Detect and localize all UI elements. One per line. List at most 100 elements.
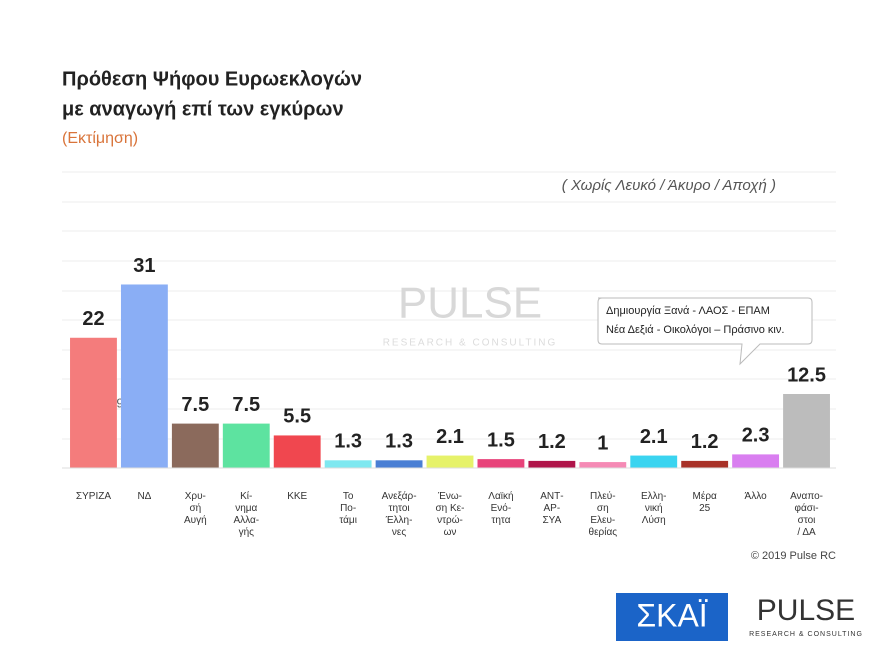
x-tick-label: Άλλο [745,491,768,502]
value-label: 22 [82,308,104,330]
x-tick-line: Λαϊκή [488,490,513,502]
bar [70,337,117,468]
logo: ΣΚΑΪ [636,597,707,633]
x-tick-line: Άλλο [745,491,768,502]
x-tick-line: ση [597,503,609,514]
bar [375,460,423,468]
x-tick-line: σή [189,502,201,514]
x-tick-line: ΣΥΡΙΖΑ [76,491,111,502]
value-label: 1.3 [334,431,362,453]
x-tick-label: Μέρα 25 [693,490,717,514]
bar [579,462,627,468]
bar [324,460,372,468]
x-tick-line: ΚΚΕ [287,491,307,502]
x-tick-line: στοι [798,515,816,526]
value-label: 7.5 [181,394,209,416]
x-tick-line: Ένω- [437,491,462,502]
x-tick-line: νες [392,527,406,538]
bar [528,460,576,468]
value-label: 12.5 [787,364,826,386]
bar [120,284,168,468]
callout-text: Δημιουργία Ξανά - ΛΑΟΣ - ΕΠΑΜ [606,305,770,317]
x-tick-label: Κί-νημα Αλλα-γής [233,490,259,538]
bar [783,394,830,468]
value-label: 2.1 [640,426,668,448]
bar [681,460,729,468]
x-tick-line: Έλλη- [385,515,413,526]
watermark: PULSE [398,279,542,328]
x-tick-label: Αναπο-φάσι-στοι / ΔΑ [790,491,823,538]
x-tick-label: Το Πο-τάμι [339,491,357,526]
value-label: 1 [597,432,608,454]
x-tick-line: ΑΝΤ- [540,491,563,502]
x-tick-line: γής [239,526,255,538]
x-tick-line: νημα [235,503,257,514]
x-tick-line: Χρυ- [185,491,206,502]
x-tick-label: ΝΔ [137,491,151,502]
bar [273,435,321,468]
x-tick-line: 25 [699,503,711,514]
x-tick-label: Ένω-ση Κε-ντρώ-ων [436,491,465,538]
x-tick-line: Λύση [642,514,666,526]
note: ( Χωρίς Λευκό / Άκυρο / Αποχή ) [562,177,776,194]
x-tick-line: Πλεύ- [590,490,615,502]
logo: PULSE [757,594,855,627]
x-tick-line: νική [645,502,663,514]
bar [222,423,270,468]
value-label: 1.3 [385,431,413,453]
logo-bg [616,593,728,641]
x-tick-line: ων [444,527,457,538]
chart-subtitle: (Εκτίμηση) [62,130,138,147]
x-tick-line: τάμι [339,514,357,526]
chart-title: με αναγωγή επί των εγκύρων [62,98,344,120]
x-tick-line: τητα [491,515,510,526]
x-tick-line: ΣΥΑ [542,515,561,526]
x-tick-label: Ανεξάρ-τητοι Έλλη-νες [382,490,417,538]
grid [62,171,836,440]
x-tick-line: ΑΡ- [544,503,561,514]
x-tick-line: τητοι [389,503,410,514]
value-label: 5.5 [283,406,311,428]
x-tick-line: Ανεξάρ- [382,490,417,502]
watermark: RESEARCH & CONSULTING [383,338,558,349]
value-label: 2.3 [742,425,770,447]
logo: RESEARCH & CONSULTING [749,631,863,638]
x-tick-line: Ενό- [491,502,512,514]
x-tick-label: ΑΝΤ-ΑΡ-ΣΥΑ [540,491,563,526]
x-tick-line: φάσι- [795,502,819,514]
x-tick-label: Ελλη-νική Λύση [641,491,667,526]
value-label: 1.2 [691,431,719,453]
bar [732,454,780,468]
x-tick-line: ΝΔ [137,491,151,502]
x-tick-line: Αναπο- [790,491,823,502]
callout-box [597,297,813,366]
value-label: 1.5 [487,429,515,451]
x-tick-label: ΣΥΡΙΖΑ [76,491,111,502]
x-tick-label: Λαϊκή Ενό-τητα [488,490,513,526]
value-label: 2.1 [436,426,464,448]
x-tick-line: Ελευ- [590,515,615,526]
x-tick-line: Κί- [240,490,252,502]
bar [171,423,219,468]
x-tick-line: Αυγή [184,514,207,526]
x-tick-label: Χρυ-σή Αυγή [184,491,207,526]
x-tick-line: Μέρα [693,490,717,502]
x-tick-line: θερίας [589,526,618,538]
x-tick-line: Ελλη- [641,491,667,502]
bar [630,455,678,468]
bar [477,459,525,468]
chart-title: Πρόθεση Ψήφου Ευρωεκλογών [62,68,362,90]
callout-text: Νέα Δεξιά - Οικολόγοι – Πράσινο κιν. [606,324,784,336]
x-tick-line: Πο- [340,503,356,514]
x-tick-label: ΚΚΕ [287,491,307,502]
copyright: © 2019 Pulse RC [751,550,836,562]
value-label: 7.5 [232,394,260,416]
value-label: 1.2 [538,431,566,453]
x-tick-line: ση Κε- [436,503,465,514]
x-tick-line: ντρώ- [437,514,463,526]
x-tick-line: Αλλα- [233,515,259,526]
x-tick-label: Πλεύ-ση Ελευ-θερίας [589,490,618,538]
x-tick-line: Το [343,491,354,502]
x-tick-line: / ΔΑ [797,527,816,538]
